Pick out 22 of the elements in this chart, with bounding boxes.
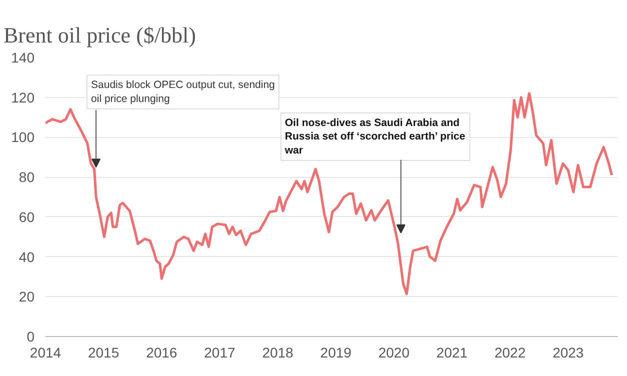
x-tick-label: 2018 (262, 344, 294, 360)
y-tick-label: 80 (18, 169, 35, 186)
y-tick-label: 100 (11, 129, 35, 146)
y-tick-label: 20 (18, 288, 35, 305)
line-series (46, 92, 613, 296)
x-tick-label: 2014 (30, 344, 62, 360)
y-tick-label: 0 (26, 328, 35, 344)
chart-title: Brent oil price ($/bbl) (4, 22, 196, 48)
y-tick-label: 120 (11, 89, 35, 106)
x-tick-label: 2022 (494, 344, 526, 360)
x-tick-label: 2020 (378, 344, 410, 360)
x-tick-label: 2021 (436, 344, 468, 360)
x-tick-label: 2019 (320, 344, 352, 360)
x-tick-label: 2015 (88, 344, 120, 360)
x-tick-label: 2016 (146, 344, 178, 360)
annotation: Oil nose-dives as Saudi Arabia and Russia set off ‘scorched earth’ price war (284, 116, 466, 156)
x-tick-label: 2023 (552, 344, 584, 360)
y-tick-label: 140 (11, 50, 35, 66)
y-tick-label: 60 (18, 208, 35, 225)
y-tick-label: 40 (18, 248, 35, 265)
annotation: Saudis block OPEC output cut, sending oil price plunging (91, 79, 276, 105)
x-tick-label: 2017 (204, 344, 236, 360)
